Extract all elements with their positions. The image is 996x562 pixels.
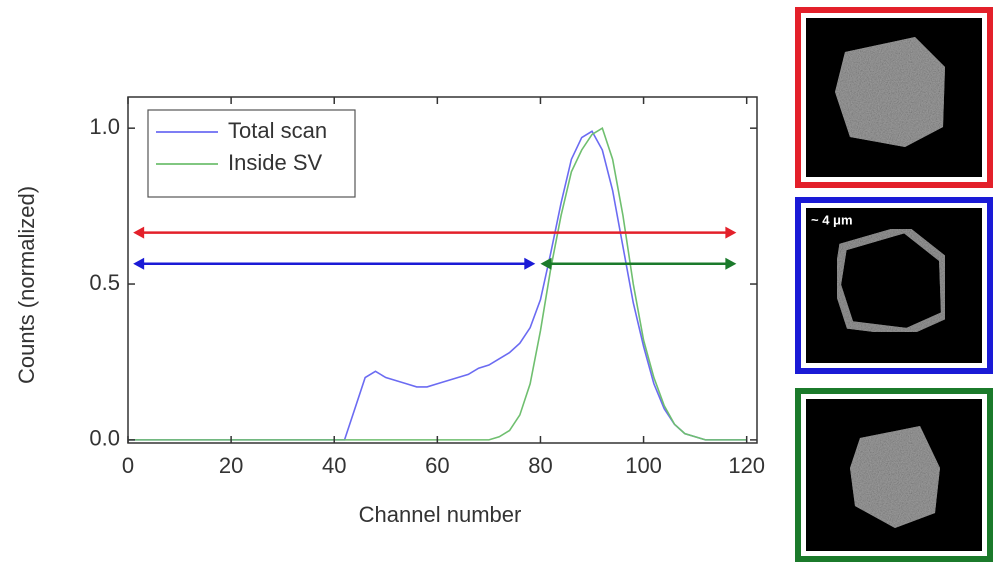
x-tick-label: 0 <box>122 453 134 478</box>
arrow-head <box>133 257 145 270</box>
arrow-head <box>524 257 536 270</box>
x-tick-label: 20 <box>219 453 243 478</box>
y-tick-label: 1.0 <box>89 114 120 139</box>
x-tick-label: 120 <box>728 453 765 478</box>
legend-label: Inside SV <box>228 150 322 175</box>
plot-frame <box>127 96 758 444</box>
legend-label: Total scan <box>228 118 327 143</box>
x-tick-label: 80 <box>528 453 552 478</box>
image-panel <box>795 7 993 188</box>
legend-box <box>147 109 356 198</box>
y-tick-label: 0.0 <box>89 426 120 451</box>
image-ring <box>832 224 950 337</box>
arrow-head <box>725 226 737 239</box>
image-blob <box>835 37 945 147</box>
image-panel <box>795 388 993 562</box>
x-axis-label: Channel number <box>359 502 522 527</box>
image-blob <box>850 426 940 528</box>
image-panel: ~ 4 μm <box>795 197 993 374</box>
arrow-head <box>133 226 145 239</box>
data-line <box>128 130 747 441</box>
panel-label: ~ 4 μm <box>811 212 853 227</box>
data-line <box>128 126 747 441</box>
y-axis-label: Counts (normalized) <box>14 186 39 384</box>
x-tick-label: 100 <box>625 453 662 478</box>
arrow-head <box>540 257 552 270</box>
y-tick-label: 0.5 <box>89 270 120 295</box>
x-tick-label: 40 <box>322 453 346 478</box>
x-tick-label: 60 <box>425 453 449 478</box>
arrow-head <box>725 257 737 270</box>
